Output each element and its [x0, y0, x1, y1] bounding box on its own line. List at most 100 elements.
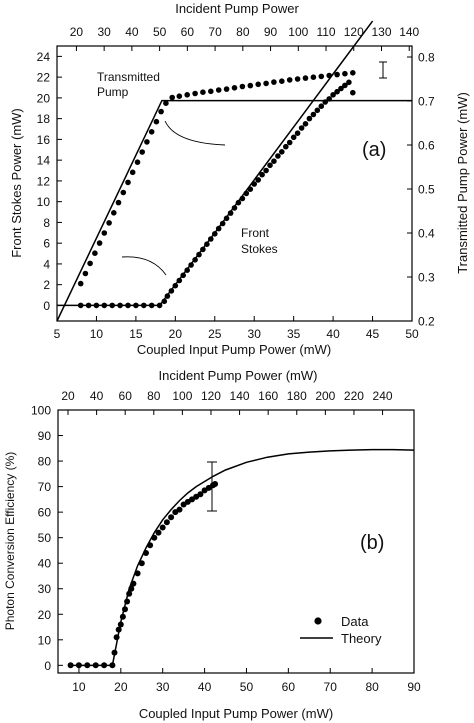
data-point [192, 90, 198, 97]
x-axis-tick-label: 5 [54, 327, 61, 341]
annotation-transmitted: Transmitted [97, 70, 160, 84]
panel-a-fit-lines [56, 20, 412, 322]
data-point [318, 73, 325, 80]
data-point [172, 282, 179, 289]
data-point [176, 506, 183, 513]
data-point [330, 92, 336, 98]
data-point [168, 514, 175, 521]
y-axis-tick-label: 2 [43, 278, 50, 292]
y-axis-tick-label: 0 [43, 299, 50, 313]
x-axis-tick-label: 10 [72, 680, 86, 694]
x-axis-tick-label: 10 [90, 327, 104, 341]
data-point [314, 107, 321, 114]
data-point [342, 82, 348, 89]
data-point [155, 529, 162, 536]
data-point [115, 199, 122, 206]
data-point [263, 167, 269, 174]
data-point [117, 621, 124, 628]
data-point [219, 220, 226, 227]
data-point [109, 662, 116, 669]
data-point [158, 108, 164, 115]
top-axis-tick-label: 140 [230, 389, 250, 403]
top-axis-tick-label: 180 [287, 389, 307, 403]
annotation-pump: Pump [97, 85, 129, 99]
data-point [306, 115, 313, 122]
data-point [143, 550, 149, 556]
data-point [106, 220, 112, 226]
data-point [96, 240, 103, 246]
top-axis-tick-label: 70 [208, 25, 222, 39]
data-point [239, 83, 246, 90]
y-axis-tick-label: 90 [38, 429, 52, 443]
data-point [125, 302, 131, 309]
data-point [124, 598, 131, 605]
data-point [139, 149, 145, 155]
right-axis-tick-label: 0.2 [418, 315, 435, 329]
data-point [128, 585, 135, 592]
fit-line-3 [56, 99, 412, 322]
data-point [184, 267, 190, 274]
panel-b-top-axis-title: Incident Pump Power (mW) [159, 368, 318, 383]
data-point [134, 159, 141, 165]
top-axis-tick-label: 110 [316, 25, 335, 39]
x-axis-tick-label: 40 [326, 327, 340, 341]
data-point [255, 177, 261, 183]
annotation-arrow-transmitted [164, 120, 226, 146]
panel-b-error-bar [207, 461, 217, 512]
y-axis-tick-label: 18 [37, 112, 51, 126]
data-point [286, 77, 293, 83]
data-point [111, 210, 117, 216]
data-point [298, 125, 305, 131]
panel-a-bottom-axis: 5 10 15 20 25 30 35 40 45 50 [54, 316, 419, 341]
data-point [283, 143, 289, 150]
panel-a-data-points [77, 70, 356, 309]
data-point [75, 662, 82, 669]
top-axis-tick-label: 120 [201, 389, 221, 403]
y-axis-tick-label: 6 [43, 237, 50, 251]
top-axis-tick-label: 60 [181, 25, 195, 39]
data-point [87, 260, 93, 267]
data-point [338, 85, 344, 92]
y-axis-tick-label: 0 [44, 659, 51, 673]
right-axis-tick-label: 0.7 [418, 95, 435, 109]
x-axis-tick-label: 70 [324, 680, 338, 694]
data-point [188, 262, 194, 268]
x-axis-tick-label: 50 [405, 327, 419, 341]
data-point [208, 88, 214, 95]
data-point [255, 81, 261, 88]
data-point [350, 70, 356, 76]
x-axis-tick-label: 20 [114, 680, 128, 694]
data-point [200, 246, 206, 253]
data-point [200, 89, 206, 95]
top-axis-tick-label: 60 [119, 389, 133, 403]
data-point [176, 93, 183, 99]
top-axis-tick-label: 130 [371, 25, 391, 39]
data-point [235, 199, 242, 206]
right-axis-tick-label: 0.4 [418, 227, 435, 241]
data-point [129, 169, 136, 176]
data-point [251, 181, 257, 187]
top-axis-tick-label: 90 [264, 25, 278, 39]
data-point [156, 302, 163, 309]
legend-data-marker [314, 617, 322, 625]
right-axis-tick-label: 0.5 [418, 183, 435, 197]
data-point [134, 570, 141, 577]
top-axis-tick-label: 220 [344, 389, 364, 403]
x-axis-tick-label: 25 [208, 327, 222, 341]
data-point [271, 158, 277, 164]
data-point [138, 560, 145, 567]
data-point [92, 662, 99, 669]
panel-b-plot-frame [57, 409, 415, 674]
data-point [326, 96, 333, 102]
top-axis-tick-label: 80 [236, 25, 250, 39]
data-point [196, 251, 202, 258]
y-axis-tick-label: 70 [38, 480, 52, 494]
panel-b-left-axis: 0 10 20 30 40 50 60 70 80 90 100 [31, 404, 63, 673]
panel-b-top-axis: 20 40 60 80 100 120 140 160 180 200 220 240 [61, 389, 393, 415]
data-point [243, 190, 250, 197]
annotation-stokes: Stokes [241, 242, 278, 256]
data-point [119, 613, 126, 620]
top-axis-tick-label: 120 [344, 25, 364, 39]
data-point [125, 179, 131, 186]
